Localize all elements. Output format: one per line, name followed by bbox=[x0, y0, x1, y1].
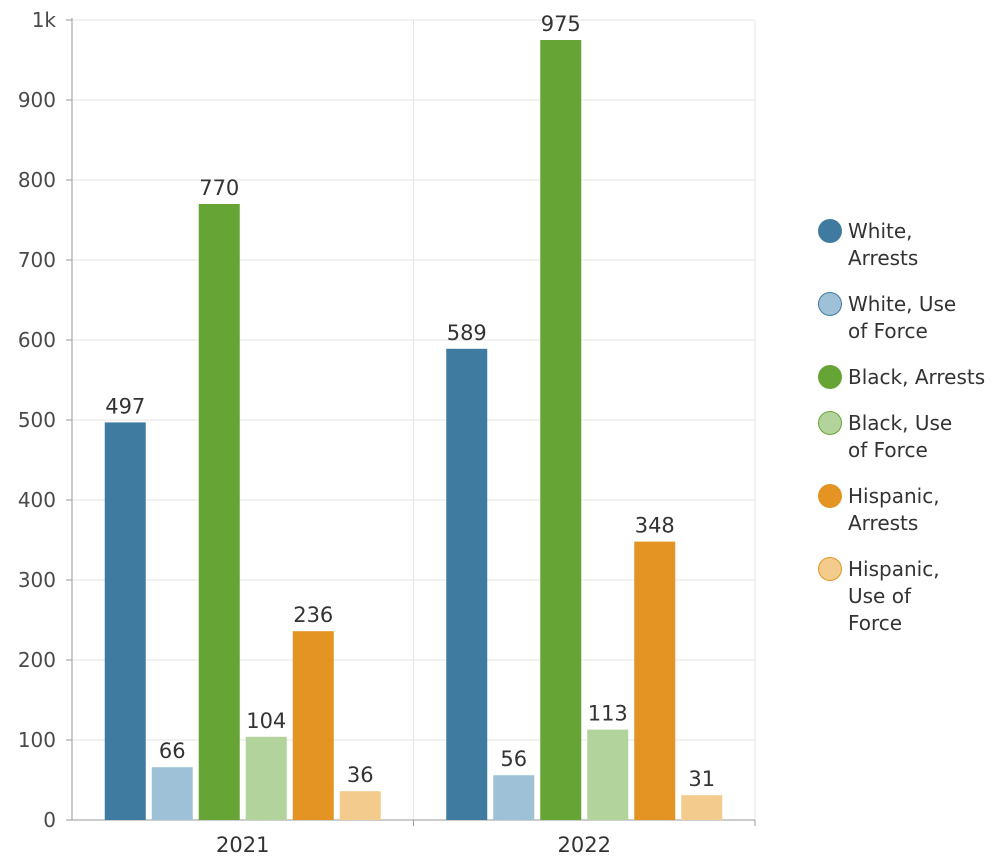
bar bbox=[339, 791, 381, 820]
legend-label-line: Use of bbox=[848, 584, 911, 608]
legend-swatch bbox=[818, 219, 842, 243]
y-tick-label: 400 bbox=[18, 488, 56, 512]
x-tick-label: 2022 bbox=[558, 833, 611, 857]
legend-label: White, Use of Force bbox=[848, 291, 956, 345]
y-tick-label: 500 bbox=[18, 408, 56, 432]
bar bbox=[151, 767, 193, 820]
legend-item[interactable]: Black, Use of Force bbox=[818, 410, 996, 464]
data-label: 66 bbox=[159, 739, 186, 763]
y-tick-label: 600 bbox=[18, 328, 56, 352]
bar bbox=[446, 348, 488, 820]
y-tick-label: 900 bbox=[18, 88, 56, 112]
legend-label-line: Hispanic, bbox=[848, 557, 940, 581]
legend-swatch bbox=[818, 557, 842, 581]
y-tick-label: 200 bbox=[18, 648, 56, 672]
data-label: 113 bbox=[588, 702, 628, 726]
legend-label-line: Arrests bbox=[848, 246, 919, 270]
y-tick-label: 300 bbox=[18, 568, 56, 592]
data-label: 975 bbox=[541, 12, 581, 36]
data-label: 348 bbox=[635, 514, 675, 538]
bar bbox=[104, 422, 146, 820]
bar bbox=[634, 541, 676, 820]
data-label: 589 bbox=[447, 321, 487, 345]
legend-label-line: Black, Arrests bbox=[848, 365, 986, 389]
legend-item[interactable]: Hispanic, Arrests bbox=[818, 483, 996, 537]
legend-label: Black, Arrests bbox=[848, 364, 985, 391]
legend-item[interactable]: Hispanic, Use of Force bbox=[818, 556, 996, 637]
data-label: 770 bbox=[199, 176, 239, 200]
x-tick-label: 2021 bbox=[216, 833, 269, 857]
legend-swatch bbox=[818, 365, 842, 389]
bar bbox=[681, 795, 723, 820]
y-tick-label: 700 bbox=[18, 248, 56, 272]
y-tick-label: 800 bbox=[18, 168, 56, 192]
data-label: 236 bbox=[293, 603, 333, 627]
legend-label-line: White, Use bbox=[848, 292, 957, 316]
bars bbox=[104, 40, 723, 820]
legend: White, Arrests White, Use of Force Black, Ar… bbox=[818, 218, 996, 656]
data-labels: 497 66 770 104 236 36 589 56 975 113 348 31 bbox=[105, 12, 715, 791]
bar bbox=[493, 775, 535, 820]
legend-label: Black, Use of Force bbox=[848, 410, 952, 464]
legend-item[interactable]: White, Use of Force bbox=[818, 291, 996, 345]
data-label: 497 bbox=[105, 394, 145, 418]
legend-swatch bbox=[818, 292, 842, 316]
y-tick-label: 100 bbox=[18, 728, 56, 752]
data-label: 56 bbox=[500, 747, 527, 771]
legend-item[interactable]: White, Arrests bbox=[818, 218, 996, 272]
legend-swatch bbox=[818, 411, 842, 435]
legend-label-line: of Force bbox=[848, 438, 928, 462]
bar bbox=[198, 204, 240, 820]
axes: 0 100 200 300 400 500 600 700 800 900 1k 2021 2022 bbox=[18, 8, 756, 857]
y-tick-label: 1k bbox=[32, 8, 57, 32]
legend-label: White, Arrests bbox=[848, 218, 918, 272]
legend-label-line: Hispanic, bbox=[848, 484, 940, 508]
bar bbox=[292, 631, 334, 820]
legend-label-line: Arrests bbox=[848, 511, 919, 535]
bar bbox=[245, 736, 287, 820]
legend-label-line: White, bbox=[848, 219, 913, 243]
legend-swatch bbox=[818, 484, 842, 508]
legend-label: Hispanic, Use of Force bbox=[848, 556, 940, 637]
bar bbox=[587, 729, 629, 820]
legend-label-line: Force bbox=[848, 611, 903, 635]
y-tick-label: 0 bbox=[43, 808, 56, 832]
bar bbox=[540, 40, 582, 820]
legend-label-line: Black, Use bbox=[848, 411, 953, 435]
legend-item[interactable]: Black, Arrests bbox=[818, 364, 996, 391]
data-label: 36 bbox=[347, 763, 374, 787]
data-label: 104 bbox=[246, 709, 286, 733]
legend-label-line: of Force bbox=[848, 319, 928, 343]
legend-label: Hispanic, Arrests bbox=[848, 483, 940, 537]
data-label: 31 bbox=[688, 767, 715, 791]
